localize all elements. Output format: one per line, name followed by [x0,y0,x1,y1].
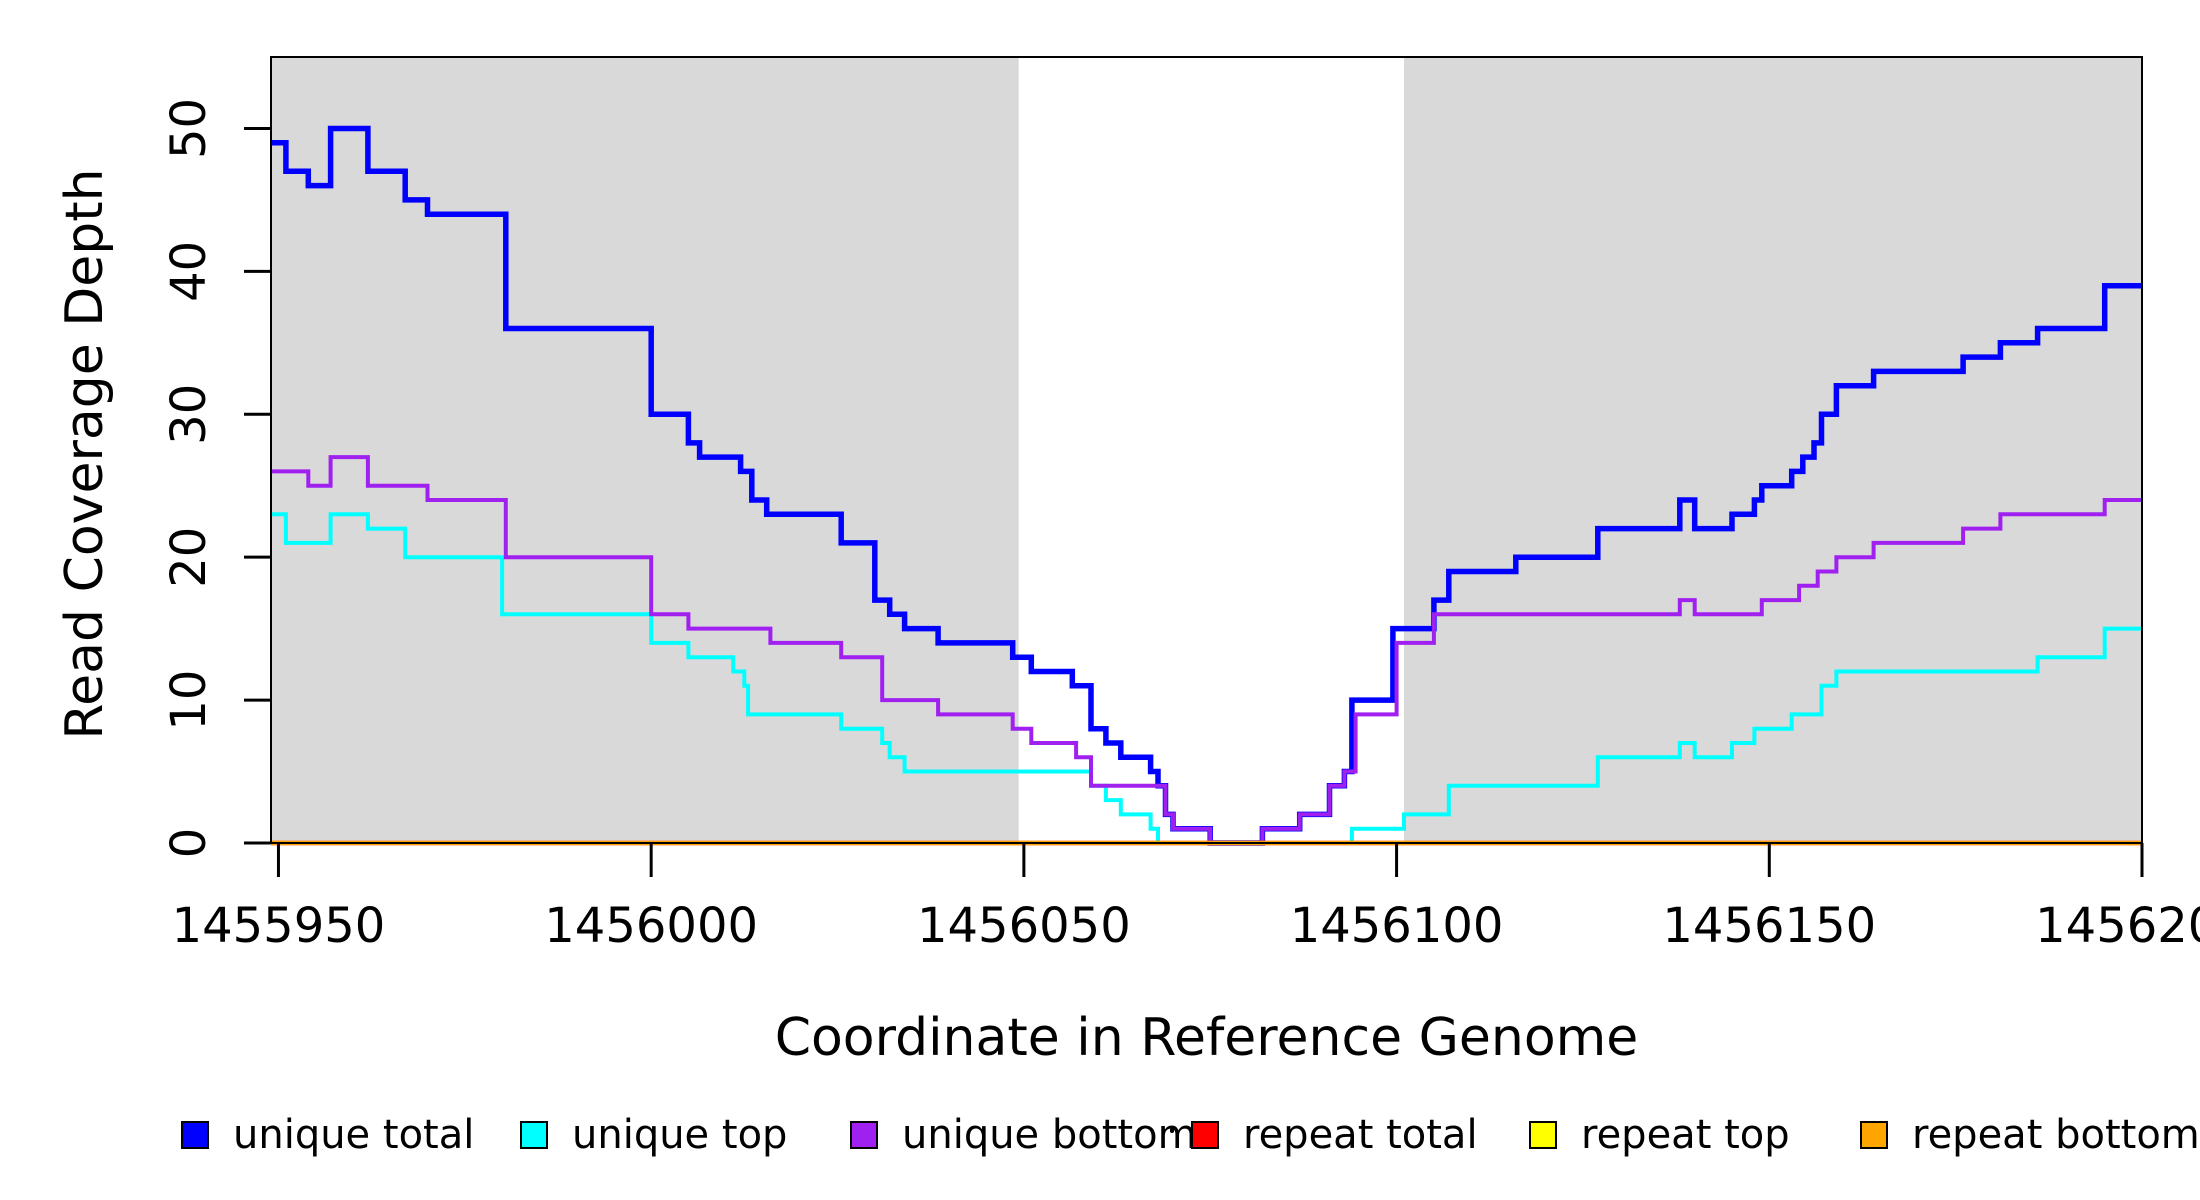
legend-item-repeat-top: repeat top [1529,1112,1790,1158]
legend-label: unique bottom [902,1112,1197,1158]
y-tick-label: 40 [161,241,217,302]
x-tick-label: 1455950 [172,898,386,954]
legend-label: unique total [233,1112,475,1158]
y-tick-label: 10 [161,670,217,731]
x-tick-label: 1456150 [1662,898,1876,954]
y-tick-label: 30 [161,384,217,445]
legend-swatch [1529,1121,1557,1149]
legend-item-repeat-bottom: repeat bottom [1860,1112,2200,1158]
series-unique-bottom [271,455,2142,845]
x-tick-label: 1456000 [544,898,758,954]
x-tick-label: 1456200 [2035,898,2200,954]
x-tick-label: 1456100 [1290,898,1504,954]
legend-item-repeat-total: repeat total [1191,1112,1478,1158]
legend-item-unique-bottom: unique bottom [850,1112,1197,1158]
y-tick-label: 0 [161,828,217,859]
y-axis-title: Read Coverage Depth [55,168,115,740]
legend-swatch [1191,1121,1219,1149]
stray-mark-dot [1170,1128,1174,1133]
legend-swatch [181,1121,209,1149]
legend-label: repeat total [1243,1112,1478,1158]
legend-label: unique top [572,1112,788,1158]
legend-item-unique-top: unique top [520,1112,787,1158]
y-tick-label: 20 [161,527,217,588]
legend-item-unique-total: unique total [181,1112,474,1158]
legend-swatch [1860,1121,1888,1149]
legend-swatch [850,1121,878,1149]
shaded-region [1404,57,2142,843]
legend-label: repeat bottom [1912,1112,2200,1158]
legend-label: repeat top [1581,1112,1790,1158]
legend-swatch [520,1121,548,1149]
x-axis-title: Coordinate in Reference Genome [774,1008,1639,1068]
y-tick-label: 50 [161,98,217,159]
x-tick-label: 1456050 [917,898,1131,954]
shaded-region [271,57,1019,843]
series-unique-top [271,512,2142,845]
plot-border [270,56,2143,844]
